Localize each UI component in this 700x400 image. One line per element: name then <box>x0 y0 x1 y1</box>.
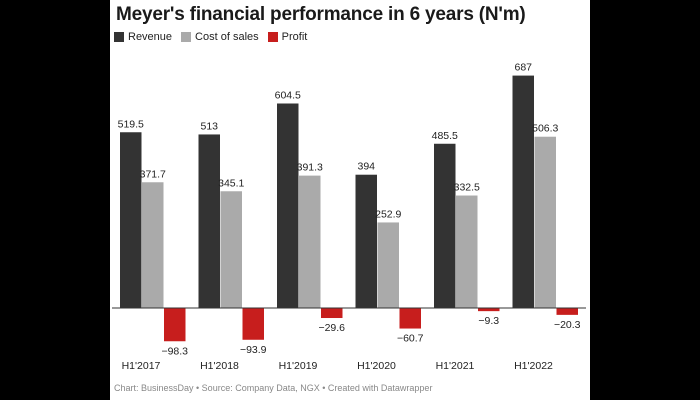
legend-label-profit: Profit <box>281 31 308 43</box>
data-label-cost-of-sales: 332.5 <box>454 182 480 194</box>
legend-swatch-revenue <box>114 32 124 42</box>
chart-footer: Chart: BusinessDay • Source: Company Dat… <box>114 383 433 393</box>
legend-item-profit: Profit <box>267 31 308 43</box>
data-label-cost-of-sales: 252.9 <box>375 208 401 220</box>
bar-revenue <box>434 143 456 308</box>
x-tick-label: H1'2021 <box>436 360 475 372</box>
bar-revenue <box>198 134 220 308</box>
bar-cost-of-sales <box>220 191 242 308</box>
bar-revenue <box>120 132 142 308</box>
data-label-cost-of-sales: 371.7 <box>140 168 166 180</box>
legend-swatch-profit <box>267 32 278 42</box>
x-tick-label: H1'2022 <box>514 360 553 372</box>
bar-profit <box>164 308 186 342</box>
x-tick-label: H1'2017 <box>122 360 161 372</box>
data-label-revenue: 513 <box>200 120 218 132</box>
data-label-profit: −29.6 <box>318 322 345 334</box>
bar-profit <box>399 308 421 329</box>
legend: Revenue Cost of sales Profit <box>114 31 316 43</box>
bar-profit <box>556 308 578 315</box>
x-tick-label: H1'2018 <box>200 360 239 372</box>
bar-revenue <box>355 174 377 308</box>
data-label-profit: −20.3 <box>554 319 581 331</box>
bar-cost-of-sales <box>142 182 164 308</box>
data-label-profit: −9.3 <box>478 315 499 327</box>
legend-item-cost-of-sales: Cost of sales <box>181 31 259 43</box>
data-label-cost-of-sales: 506.3 <box>532 123 558 135</box>
data-label-profit: −93.9 <box>240 344 267 356</box>
legend-item-revenue: Revenue <box>114 31 172 43</box>
data-label-cost-of-sales: 391.3 <box>297 162 323 174</box>
bar-profit <box>478 308 500 312</box>
x-tick-label: H1'2020 <box>357 360 396 372</box>
bar-cost-of-sales <box>377 222 399 308</box>
data-label-revenue: 604.5 <box>275 89 301 101</box>
bar-cost-of-sales <box>534 136 556 308</box>
data-label-revenue: 394 <box>357 161 375 173</box>
chart-card: Meyer's financial performance in 6 years… <box>110 0 590 400</box>
bar-profit <box>321 308 343 319</box>
bar-cost-of-sales <box>299 175 321 308</box>
x-tick-label: H1'2019 <box>279 360 318 372</box>
bar-cost-of-sales <box>456 195 478 308</box>
legend-label-revenue: Revenue <box>128 31 173 43</box>
bar-profit <box>242 308 264 340</box>
legend-swatch-cost-of-sales <box>181 32 192 42</box>
bar-revenue <box>277 103 299 308</box>
bar-revenue <box>512 75 534 309</box>
chart-title: Meyer's financial performance in 6 years… <box>116 4 526 25</box>
data-label-revenue: 519.5 <box>118 118 144 130</box>
data-label-revenue: 485.5 <box>432 130 458 142</box>
data-label-revenue: 687 <box>514 62 532 74</box>
bar-chart: 519.5371.7−98.3H1'2017513345.1−93.9H1'20… <box>112 62 586 372</box>
data-label-profit: −60.7 <box>397 333 424 345</box>
data-label-profit: −98.3 <box>161 345 188 357</box>
data-label-cost-of-sales: 345.1 <box>218 177 244 189</box>
legend-label-cost-of-sales: Cost of sales <box>195 31 259 43</box>
